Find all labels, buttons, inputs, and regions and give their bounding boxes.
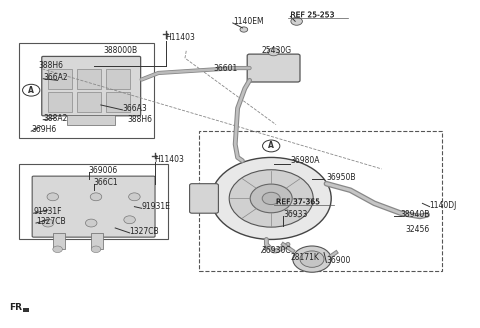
Text: REF 37-365: REF 37-365	[276, 197, 320, 206]
FancyBboxPatch shape	[190, 184, 218, 213]
Bar	[199, 131, 442, 271]
Text: 36933: 36933	[283, 210, 308, 219]
Circle shape	[42, 219, 54, 227]
Text: 36980A: 36980A	[290, 156, 320, 165]
Bar	[67, 115, 115, 125]
Bar	[48, 92, 72, 112]
FancyBboxPatch shape	[42, 56, 141, 116]
Text: 388A2: 388A2	[43, 113, 68, 123]
Bar	[106, 69, 130, 89]
Text: 366A2: 366A2	[43, 72, 68, 82]
Bar	[106, 92, 130, 112]
Bar	[53, 233, 65, 249]
FancyBboxPatch shape	[32, 176, 155, 237]
Text: 388000B: 388000B	[103, 46, 137, 55]
Circle shape	[250, 184, 292, 213]
Text: 91931E: 91931E	[142, 202, 170, 211]
Circle shape	[129, 193, 140, 201]
FancyBboxPatch shape	[247, 54, 300, 82]
Text: H11403: H11403	[155, 154, 184, 164]
Circle shape	[300, 251, 324, 267]
Text: 388H6: 388H6	[127, 115, 152, 124]
Text: 25430G: 25430G	[262, 46, 292, 55]
Text: 369H6: 369H6	[31, 125, 57, 134]
Text: 36900: 36900	[326, 256, 351, 265]
Text: 1327CB: 1327CB	[130, 227, 159, 236]
Circle shape	[47, 193, 59, 201]
Text: A: A	[268, 141, 274, 151]
Bar	[23, 308, 29, 312]
Text: 36930C: 36930C	[262, 246, 291, 256]
Bar	[19, 43, 154, 138]
Text: 1140EM: 1140EM	[233, 17, 264, 26]
Text: A: A	[28, 86, 34, 95]
Bar	[77, 69, 101, 89]
Text: FR: FR	[10, 303, 23, 312]
Text: 388H6: 388H6	[38, 61, 63, 70]
Circle shape	[262, 192, 280, 205]
Circle shape	[124, 216, 135, 224]
Circle shape	[211, 157, 331, 239]
Text: 366C1: 366C1	[94, 177, 118, 187]
Text: 366A3: 366A3	[122, 104, 147, 113]
Bar	[77, 92, 101, 112]
Circle shape	[23, 84, 40, 96]
Bar	[91, 233, 103, 249]
Circle shape	[240, 27, 248, 32]
Text: 28171K: 28171K	[290, 253, 319, 262]
Circle shape	[91, 246, 101, 253]
Text: REF 25-253: REF 25-253	[290, 10, 334, 19]
Circle shape	[85, 219, 97, 227]
Text: 1327CB: 1327CB	[36, 217, 66, 226]
Circle shape	[263, 140, 280, 152]
Circle shape	[90, 193, 102, 201]
Circle shape	[229, 170, 313, 227]
Circle shape	[291, 17, 302, 25]
Circle shape	[268, 48, 279, 56]
Text: H11403: H11403	[166, 33, 195, 42]
Circle shape	[293, 246, 331, 272]
Text: 369006: 369006	[89, 166, 118, 175]
Text: 38940B: 38940B	[401, 210, 430, 219]
Text: 91931F: 91931F	[34, 207, 62, 216]
Text: 36601: 36601	[214, 64, 238, 73]
Bar	[48, 69, 72, 89]
Text: 1140DJ: 1140DJ	[430, 200, 457, 210]
Circle shape	[53, 246, 62, 253]
Text: 32456: 32456	[406, 225, 430, 234]
Bar	[19, 164, 168, 239]
Text: 36950B: 36950B	[326, 173, 356, 182]
